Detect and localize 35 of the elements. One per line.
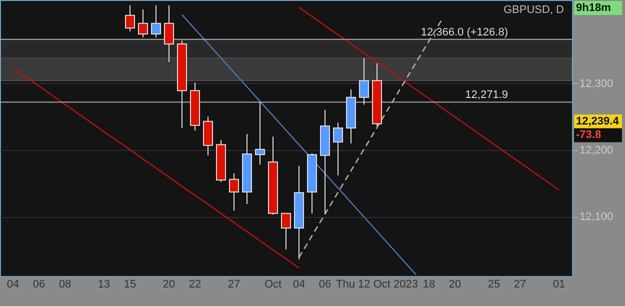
- x-tick-label: 18: [422, 278, 436, 290]
- x-tick-label: 25: [488, 278, 500, 290]
- candlestick: [125, 4, 135, 32]
- ref-line-label: 12,366.0 (+126.8): [420, 26, 508, 38]
- x-tick-label: 27: [228, 278, 240, 290]
- text: 9h18m: [576, 2, 612, 14]
- candlestick: [333, 122, 343, 176]
- candlestick: [151, 4, 161, 38]
- x-tick-label: 01: [552, 278, 566, 290]
- x-tick-label: 27: [514, 278, 526, 290]
- text: -73.8: [576, 129, 602, 142]
- candlestick: [359, 58, 369, 106]
- x-tick-label: 06: [32, 278, 46, 290]
- y-tick-label: 12,200: [580, 144, 614, 156]
- candlestick: [255, 102, 265, 166]
- x-tick-label: Oct: [264, 278, 282, 290]
- text: 12,239.4: [576, 115, 620, 128]
- x-tick-label: Thu 12 Oct 2023: [336, 278, 418, 290]
- candlestick: [281, 212, 291, 250]
- y-tick-label: 12,300: [580, 78, 614, 90]
- x-tick-label: 20: [162, 278, 176, 290]
- x-tick-label: 20: [448, 278, 462, 290]
- ref-line-label: 12,271.9: [465, 89, 508, 102]
- x-tick-label: 13: [98, 278, 110, 290]
- x-tick-label: 15: [124, 278, 136, 290]
- x-tick-label: 06: [318, 278, 332, 290]
- x-tick-label: 08: [58, 278, 72, 290]
- x-tick-label: 04: [292, 278, 306, 290]
- candlestick: [229, 172, 239, 212]
- x-tick-label: 04: [6, 278, 20, 290]
- y-tick-label: 12,100: [580, 211, 614, 224]
- chart-title: GBPUSD, D: [503, 4, 564, 16]
- candlestick: [138, 8, 148, 38]
- candlestick: [164, 4, 174, 62]
- x-tick-label: 22: [188, 278, 202, 290]
